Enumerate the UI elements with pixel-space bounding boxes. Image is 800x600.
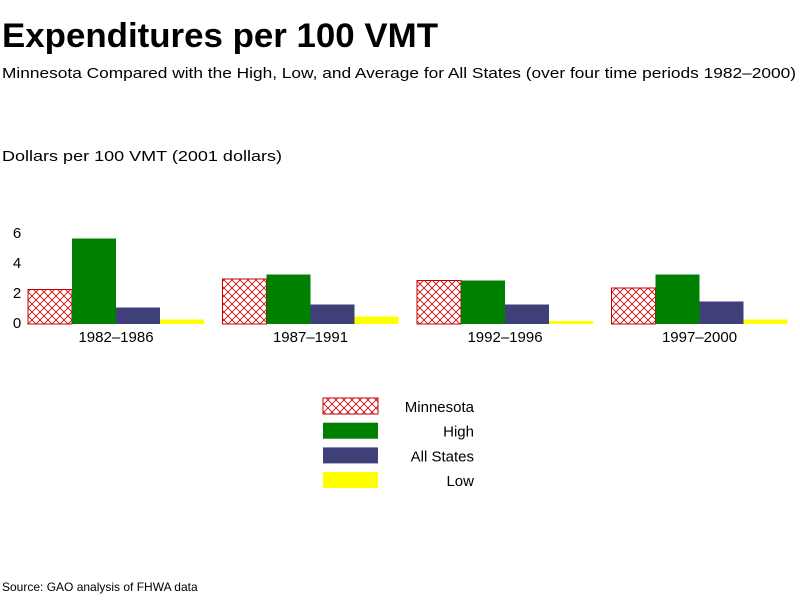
legend-swatch — [323, 472, 378, 489]
chart-subtitle: Minnesota Compared with the High, Low, a… — [2, 65, 796, 82]
bar — [72, 238, 116, 324]
legend-swatch — [323, 422, 378, 439]
bar — [549, 321, 593, 324]
bar — [354, 316, 399, 324]
y-tick-label: 2 — [13, 285, 21, 302]
bar — [27, 289, 73, 325]
chart-title: Expenditures per 100 VMT — [2, 17, 438, 55]
bar — [655, 274, 700, 324]
source-note: Source: GAO analysis of FHWA data — [2, 580, 198, 594]
y-tick-label: 4 — [13, 255, 21, 272]
legend-label: High — [443, 424, 474, 441]
y-axis-label: Dollars per 100 VMT (2001 dollars) — [2, 148, 282, 165]
y-tick-label: 6 — [13, 225, 21, 242]
x-tick-label: 1997–2000 — [662, 329, 737, 346]
legend-label: Minnesota — [405, 399, 475, 416]
x-tick-label: 1982–1986 — [78, 329, 153, 346]
legend-swatch — [323, 447, 378, 464]
bar — [743, 319, 788, 324]
bar — [416, 280, 462, 325]
bar — [266, 274, 311, 324]
bar — [310, 304, 355, 324]
bar — [611, 287, 656, 325]
legend-swatch — [322, 397, 379, 415]
bar — [160, 319, 204, 324]
legend-label: Low — [446, 473, 474, 490]
legend-label: All States — [411, 448, 474, 465]
bar — [222, 278, 267, 325]
bar — [116, 307, 160, 324]
x-tick-label: 1987–1991 — [273, 329, 348, 346]
bar — [461, 280, 505, 324]
bar — [505, 304, 549, 324]
y-tick-label: 0 — [13, 315, 21, 332]
bar — [699, 301, 744, 324]
x-tick-label: 1992–1996 — [467, 329, 542, 346]
